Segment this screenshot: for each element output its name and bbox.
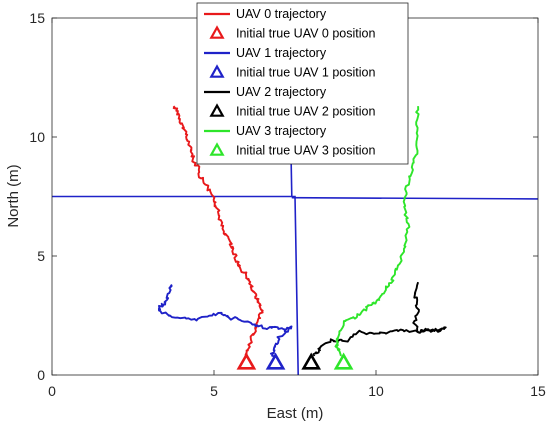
legend-label-start-uav-3: Initial true UAV 3 position (236, 144, 375, 158)
x-axis-title: East (m) (267, 405, 324, 422)
y-tick-label: 5 (37, 248, 45, 264)
legend-marker-swatch-uav-1 (209, 64, 225, 78)
axis-ticks: 0 5 10 15 0 5 10 15 (29, 10, 546, 399)
start-marker-uav-2 (301, 352, 322, 370)
x-tick-label: 0 (48, 383, 56, 399)
legend-label-trajectory-uav-3: UAV 3 trajectory (236, 124, 327, 138)
start-marker-uav-1 (265, 352, 286, 370)
legend: UAV 0 trajectory Initial true UAV 0 posit… (196, 2, 409, 165)
y-axis-title: North (m) (5, 164, 22, 227)
legend-marker-swatch-uav-3 (209, 142, 225, 156)
series-line-uav-3 (334, 106, 420, 357)
legend-marker-swatch-uav-2 (209, 103, 225, 117)
start-marker-uav-0 (236, 352, 257, 370)
series-line-uav-0 (172, 105, 264, 357)
start-marker-uav-3 (333, 352, 354, 370)
wall-line-1 (291, 196, 539, 200)
series-line-uav-2 (312, 281, 447, 357)
x-tick-label: 10 (368, 383, 384, 399)
series-line-uav-1 (157, 284, 293, 358)
legend-label-trajectory-uav-2: UAV 2 trajectory (236, 85, 327, 99)
legend-label-start-uav-2: Initial true UAV 2 position (236, 105, 375, 119)
x-tick-label: 5 (210, 383, 218, 399)
legend-marker-swatch-uav-0 (209, 25, 225, 39)
legend-label-start-uav-0: Initial true UAV 0 position (236, 27, 375, 41)
legend-label-trajectory-uav-1: UAV 1 trajectory (236, 46, 327, 60)
legend-box (196, 2, 409, 165)
series-layer (157, 105, 447, 370)
y-tick-label: 0 (37, 367, 45, 383)
x-tick-label: 15 (530, 383, 546, 399)
legend-label-trajectory-uav-0: UAV 0 trajectory (236, 7, 327, 21)
y-tick-label: 10 (29, 129, 45, 145)
y-tick-label: 15 (29, 10, 45, 26)
legend-label-start-uav-1: Initial true UAV 1 position (236, 66, 375, 80)
